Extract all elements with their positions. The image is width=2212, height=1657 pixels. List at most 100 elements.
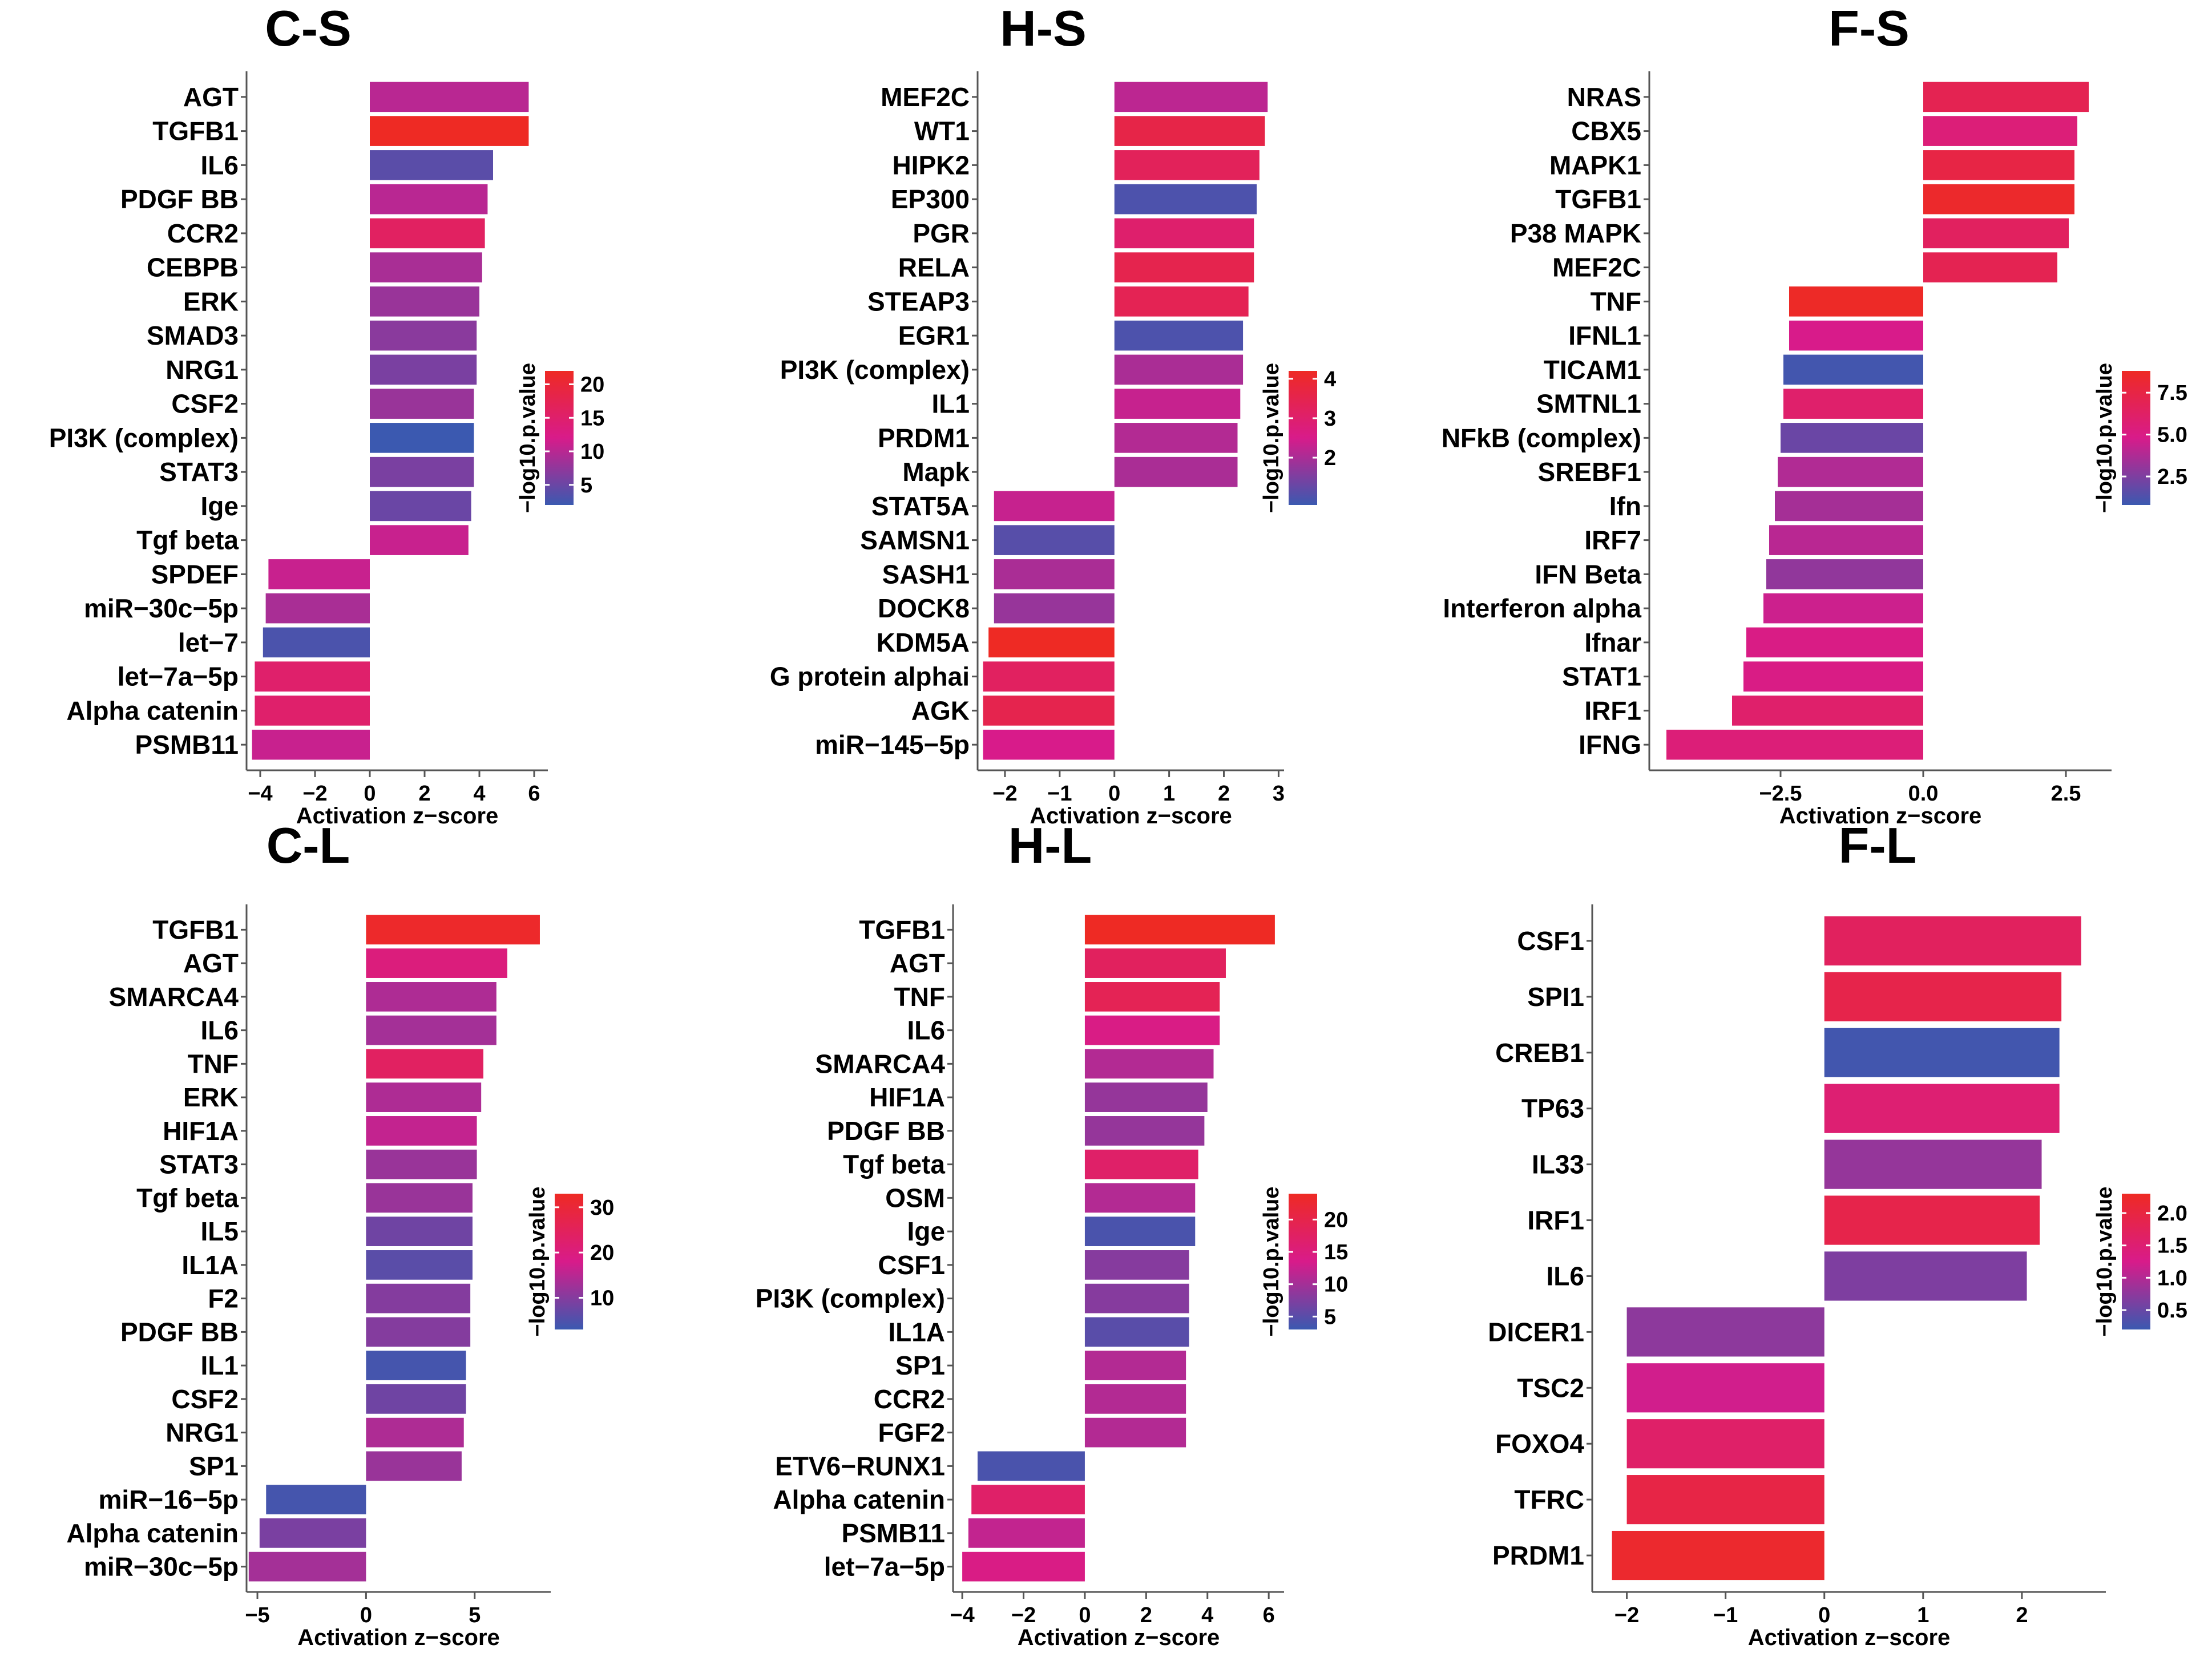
x-tick-label: 4 bbox=[1201, 1603, 1213, 1627]
category-label: RELA bbox=[898, 253, 970, 282]
legend-tick-label: 15 bbox=[1324, 1240, 1348, 1264]
x-tick-label: −5 bbox=[245, 1603, 269, 1627]
category-label: IFN Beta bbox=[1535, 559, 1641, 589]
bar-cbx5 bbox=[1923, 116, 2077, 146]
category-label: Ige bbox=[201, 491, 239, 521]
panel-fl: F-L CSF1 SPI1 CREB1 TP63 IL33 IRF1 IL6 DICER1 TSC… bbox=[1488, 817, 2187, 1650]
bar-ige bbox=[370, 491, 471, 522]
category-label: HIPK2 bbox=[893, 150, 970, 180]
category-label: IL1A bbox=[888, 1317, 945, 1347]
panel-hl: H-L TGFB1 AGT TNF IL6 SMARCA4 HIF1A PDGF BB Tgf … bbox=[756, 817, 1349, 1650]
panel-title: C-S bbox=[265, 0, 352, 56]
bar-hif1a bbox=[366, 1116, 477, 1146]
legend-colorbar bbox=[2122, 371, 2150, 505]
category-label: PDGF BB bbox=[827, 1116, 945, 1146]
legend-tick-label: 0.5 bbox=[2157, 1299, 2187, 1323]
bar-tnf bbox=[1084, 982, 1220, 1012]
bar-ep300 bbox=[1114, 184, 1257, 215]
category-label: CSF2 bbox=[171, 389, 239, 419]
legend-tick-label: 5 bbox=[580, 474, 592, 498]
category-label: Alpha catenin bbox=[66, 696, 239, 725]
category-label: STAT3 bbox=[159, 1150, 239, 1179]
bar-agt bbox=[1084, 948, 1226, 978]
x-tick-label: 0 bbox=[364, 782, 376, 806]
legend-colorbar bbox=[1289, 1194, 1317, 1329]
bar-mef2c bbox=[1114, 82, 1268, 112]
category-label: EP300 bbox=[891, 184, 970, 214]
bar-dock8 bbox=[994, 593, 1115, 624]
bar-tgf-beta bbox=[366, 1183, 473, 1213]
legend-tick-label: 15 bbox=[580, 406, 604, 430]
bar-ifn bbox=[1775, 491, 1923, 522]
category-label: let−7a−5p bbox=[824, 1552, 945, 1582]
category-label: G protein alphai bbox=[770, 662, 970, 692]
x-tick-label: 6 bbox=[1263, 1603, 1275, 1627]
bar-tgfb1 bbox=[1923, 184, 2074, 215]
bar-foxo4 bbox=[1626, 1419, 1825, 1469]
panel-title: C-L bbox=[267, 817, 350, 874]
legend-tick-label: 5.0 bbox=[2157, 423, 2187, 447]
category-label: CSF1 bbox=[1517, 926, 1584, 956]
x-tick-label: −2 bbox=[1011, 1603, 1036, 1627]
category-label: IRF7 bbox=[1584, 526, 1641, 555]
bar-erk bbox=[370, 286, 479, 317]
bar-cebpb bbox=[370, 252, 482, 282]
category-label: NRAS bbox=[1567, 82, 1641, 112]
legend-tick-label: 20 bbox=[1324, 1208, 1348, 1232]
category-label: DICER1 bbox=[1488, 1317, 1584, 1347]
bar-tgf-beta bbox=[1084, 1149, 1198, 1179]
bar-samsn1 bbox=[994, 525, 1115, 555]
x-tick-label: 2 bbox=[418, 782, 430, 806]
category-label: STAT3 bbox=[159, 457, 239, 487]
bar-csf1 bbox=[1824, 916, 2081, 966]
color-legend: −log10.p.value 0.5 1.0 1.5 2.0 bbox=[2093, 1187, 2187, 1337]
x-tick-label: 2 bbox=[1140, 1603, 1152, 1627]
bar-il1 bbox=[1114, 389, 1241, 419]
category-label: Ifn bbox=[1609, 491, 1641, 521]
bar-csf2 bbox=[366, 1384, 466, 1414]
bar-smarca4 bbox=[1084, 1049, 1214, 1079]
bar-smad3 bbox=[370, 320, 477, 351]
bar-creb1 bbox=[1824, 1028, 2060, 1077]
category-label: F2 bbox=[208, 1284, 239, 1314]
legend-colorbar bbox=[2122, 1194, 2150, 1329]
legend-tick-label: 2.0 bbox=[2157, 1202, 2187, 1226]
bar-pi3k-complex bbox=[370, 423, 474, 453]
bar-hipk2 bbox=[1114, 150, 1260, 180]
bar-wt1 bbox=[1114, 116, 1265, 146]
category-label: TFRC bbox=[1514, 1485, 1584, 1514]
bar-il33 bbox=[1824, 1139, 2042, 1189]
category-label: PI3K (complex) bbox=[49, 423, 239, 452]
bar-erk bbox=[366, 1082, 482, 1112]
category-label: PI3K (complex) bbox=[780, 355, 970, 385]
bar-mapk1 bbox=[1923, 150, 2074, 180]
panel-cs: C-S AGT TGFB1 IL6 PDGF BB CCR2 CEBPB ERK SMAD3 NR… bbox=[49, 0, 605, 828]
category-label: STAT1 bbox=[1562, 662, 1641, 692]
bar-kdm5a bbox=[988, 627, 1115, 658]
bar-ifn-beta bbox=[1766, 559, 1923, 589]
category-label: SMARCA4 bbox=[816, 1049, 946, 1078]
x-tick-label: −2 bbox=[1614, 1603, 1639, 1627]
bar-ccr2 bbox=[370, 218, 485, 249]
category-label: SP1 bbox=[189, 1451, 239, 1481]
category-label: PSMB11 bbox=[841, 1518, 945, 1548]
category-label: CSF2 bbox=[171, 1384, 239, 1414]
category-label: ERK bbox=[183, 1082, 239, 1112]
x-tick-label: −2 bbox=[302, 782, 327, 806]
x-tick-label: 2.5 bbox=[2051, 782, 2081, 806]
bar-tsc2 bbox=[1626, 1363, 1825, 1413]
legend-tick-label: 2 bbox=[1324, 446, 1336, 470]
category-label: miR−145−5p bbox=[815, 730, 970, 759]
bar-stat5a bbox=[994, 491, 1115, 522]
bar-tgfb1 bbox=[366, 915, 540, 945]
legend-colorbar bbox=[545, 371, 574, 505]
category-label: IL33 bbox=[1532, 1150, 1584, 1179]
bar-p38-mapk bbox=[1923, 218, 2069, 249]
category-label: CCR2 bbox=[874, 1384, 945, 1414]
category-label: miR−16−5p bbox=[99, 1485, 239, 1514]
category-label: Tgf beta bbox=[843, 1150, 945, 1179]
legend-title: −log10.p.value bbox=[516, 363, 540, 513]
bar-pdgf-bb bbox=[1084, 1116, 1205, 1146]
bar-csf2 bbox=[370, 389, 474, 419]
